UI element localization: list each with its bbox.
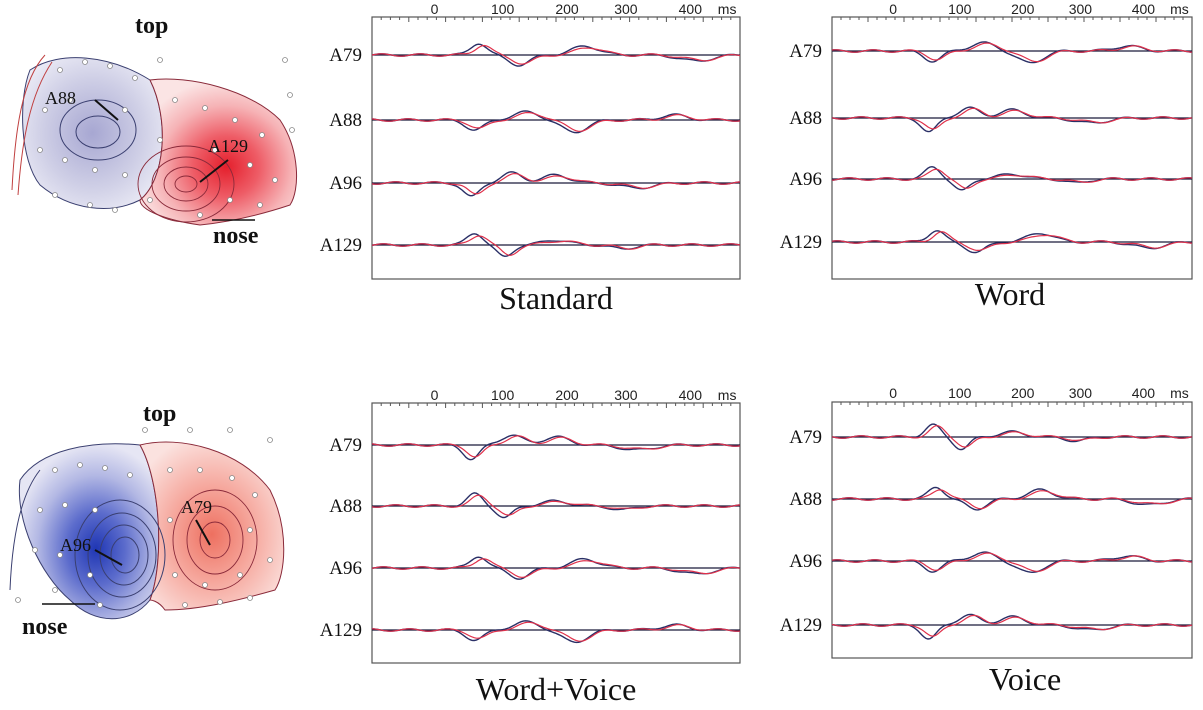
- panel-title: Voice: [989, 661, 1061, 697]
- panel-frame: [831, 401, 1193, 659]
- erp-trace-red: [831, 552, 1193, 572]
- time-tick-label: 200: [1011, 1, 1035, 17]
- time-tick-label: 0: [889, 385, 897, 401]
- channel-label: A88: [789, 489, 822, 510]
- channel-label: A129: [320, 235, 362, 256]
- time-tick-label: 300: [614, 1, 638, 17]
- topomap-2-positive-region: [139, 441, 285, 611]
- erp-trace-red: [831, 42, 1193, 63]
- erp-panel-word-voice: 0 100 200 300 400 ms A79 A88 A96 A129 Word+Voice: [320, 387, 741, 707]
- channel-label: A96: [789, 551, 822, 572]
- time-tick-label: 200: [555, 387, 579, 403]
- erp-trace-red: [831, 425, 1193, 448]
- panel-title: Word+Voice: [476, 671, 637, 707]
- time-tick-label: 100: [491, 387, 515, 403]
- channel-label: A88: [329, 496, 362, 517]
- channel-label: A79: [329, 435, 362, 456]
- topomap-1-electrodes: [37, 57, 295, 218]
- topomap-2-electrode-label-a79: A79: [181, 497, 212, 517]
- time-tick-label: 300: [614, 387, 638, 403]
- erp-trace-red: [831, 107, 1193, 130]
- topomap-2-electrodes: [15, 427, 273, 608]
- time-tick-label: 100: [491, 1, 515, 17]
- time-tick-label: 200: [555, 1, 579, 17]
- time-tick-label: ms: [718, 387, 737, 403]
- topomap-1-electrode-label-a88: A88: [45, 88, 76, 108]
- time-tick-label: 400: [1132, 385, 1156, 401]
- erp-trace-red: [831, 614, 1193, 637]
- erp-trace-red: [371, 621, 741, 642]
- erp-panel-standard: 0 100 200 300 400 ms A79 A88 A96 A129 Standard: [320, 1, 741, 316]
- time-tick-label: ms: [1170, 385, 1189, 401]
- erp-panel-word: 0 100 200 300 400 ms A79 A88 A96 A129 Word: [780, 1, 1193, 312]
- channel-label: A88: [329, 110, 362, 131]
- time-tick-label: 0: [431, 1, 439, 17]
- erp-trace-red: [831, 231, 1193, 252]
- channel-label: A129: [780, 615, 822, 636]
- time-tick-label: 200: [1011, 385, 1035, 401]
- channel-label: A79: [329, 45, 362, 66]
- channel-label: A129: [780, 232, 822, 253]
- channel-label: A79: [789, 41, 822, 62]
- time-tick-label: ms: [1170, 1, 1189, 17]
- channel-label: A96: [789, 169, 822, 190]
- channel-label: A88: [789, 108, 822, 129]
- erp-trace-red: [371, 558, 741, 578]
- erp-trace-red: [831, 168, 1193, 189]
- time-tick-label: 0: [431, 387, 439, 403]
- panel-frame: [371, 16, 741, 280]
- channel-label: A79: [789, 427, 822, 448]
- time-tick-label: 300: [1069, 385, 1093, 401]
- erp-trace-red: [371, 172, 741, 195]
- time-tick-label: 400: [679, 1, 703, 17]
- panel-frame: [831, 16, 1193, 280]
- topomap-1-nose-label: nose: [213, 223, 259, 249]
- topomap-2-top-label: top: [143, 401, 176, 427]
- erp-trace-red: [371, 235, 741, 256]
- panel-title: Word: [975, 276, 1045, 312]
- erp-panel-voice: 0 100 200 300 400 ms A79 A88 A96 A129 Voice: [780, 385, 1193, 697]
- time-tick-label: 400: [679, 387, 703, 403]
- topomap-2-electrode-label-a96: A96: [60, 535, 91, 555]
- topomap-1-top-label: top: [135, 13, 168, 39]
- erp-trace-red: [831, 489, 1193, 510]
- erp-trace-red: [371, 435, 741, 458]
- panel-frame: [371, 402, 741, 664]
- topomap-1: top A88 A129 nose: [11, 13, 298, 249]
- time-tick-label: ms: [718, 1, 737, 17]
- topomap-2: top A96 A79 nose: [9, 401, 285, 640]
- time-tick-label: 100: [948, 1, 972, 17]
- topomap-1-negative-region: [22, 57, 163, 209]
- channel-label: A96: [329, 558, 362, 579]
- erp-trace-red: [371, 44, 741, 65]
- channel-label: A96: [329, 173, 362, 194]
- topomap-1-electrode-label-a129: A129: [208, 136, 248, 156]
- time-tick-label: 0: [889, 1, 897, 17]
- panel-title: Standard: [499, 280, 613, 316]
- erp-trace-red: [371, 494, 741, 516]
- erp-trace-red: [371, 111, 741, 132]
- time-tick-label: 100: [948, 385, 972, 401]
- topomap-2-nose-label: nose: [22, 614, 68, 640]
- channel-label: A129: [320, 620, 362, 641]
- time-tick-label: 400: [1132, 1, 1156, 17]
- time-tick-label: 300: [1069, 1, 1093, 17]
